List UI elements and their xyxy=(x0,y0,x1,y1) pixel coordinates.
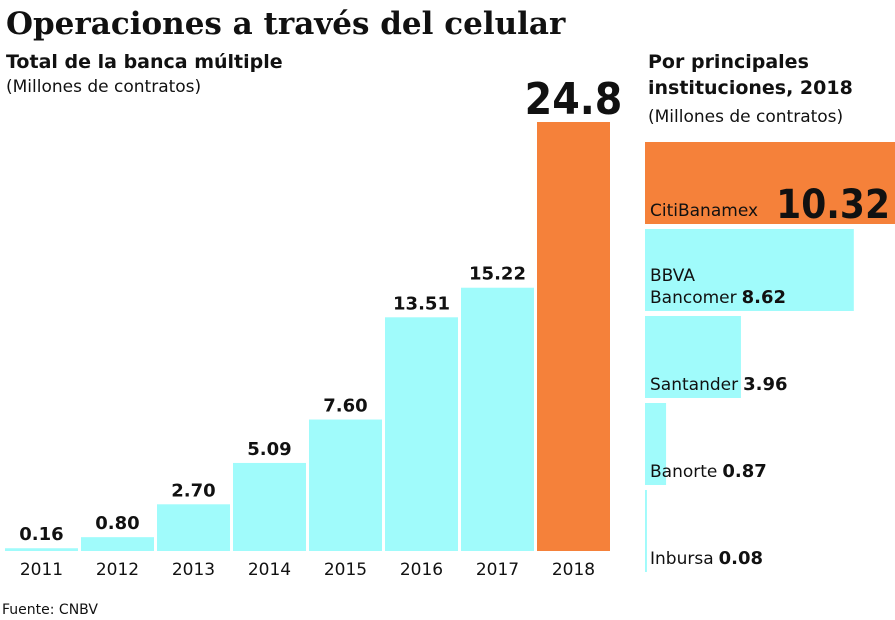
bar xyxy=(157,504,230,551)
bar xyxy=(309,419,382,551)
bar xyxy=(645,490,647,572)
category-label: BBVA Bancomer xyxy=(650,266,737,308)
x-tick-label: 2014 xyxy=(248,560,291,580)
value-label: 7.60 xyxy=(323,396,367,417)
value-label: 13.51 xyxy=(393,293,450,314)
value-label: 0.16 xyxy=(19,524,63,545)
value-label: 10.32 xyxy=(776,182,890,228)
x-tick-label: 2018 xyxy=(552,560,595,580)
value-label: 8.62 xyxy=(742,287,786,308)
x-tick-label: 2015 xyxy=(324,560,367,580)
bar xyxy=(645,316,741,398)
x-tick-label: 2016 xyxy=(400,560,443,580)
chart-title: Por principales instituciones, 2018 xyxy=(648,51,853,99)
bar xyxy=(645,229,854,311)
x-tick-label: 2017 xyxy=(476,560,519,580)
bar xyxy=(645,403,667,485)
source: Fuente: CNBV xyxy=(2,602,98,618)
bar xyxy=(537,122,610,551)
chart-subtitle: (Millones de contratos) xyxy=(648,107,843,127)
category-label: CitiBanamex xyxy=(650,201,758,221)
chart-title: Total de la banca múltiple xyxy=(6,51,283,73)
bar xyxy=(233,462,306,551)
value-label: 2.70 xyxy=(171,480,215,501)
bar xyxy=(81,537,154,551)
chart-subtitle: (Millones de contratos) xyxy=(6,77,201,97)
value-label: 3.96 xyxy=(743,374,787,395)
main-title: Operaciones a través del celular xyxy=(6,6,566,42)
category-label: Banorte xyxy=(650,462,717,482)
bar xyxy=(461,287,534,551)
value-label: 24.8 xyxy=(525,74,623,125)
bar xyxy=(645,142,895,224)
x-tick-label: 2012 xyxy=(96,560,139,580)
bar xyxy=(5,548,78,551)
x-tick-label: 2013 xyxy=(172,560,215,580)
value-label: 0.87 xyxy=(722,461,766,482)
value-label: 0.08 xyxy=(719,548,763,569)
category-label: Santander xyxy=(650,375,738,395)
value-label: 0.80 xyxy=(95,513,139,534)
x-tick-label: 2011 xyxy=(20,560,63,580)
value-label: 5.09 xyxy=(247,439,291,460)
value-label: 15.22 xyxy=(469,264,526,285)
bar xyxy=(385,317,458,551)
category-label: Inbursa xyxy=(650,549,714,569)
